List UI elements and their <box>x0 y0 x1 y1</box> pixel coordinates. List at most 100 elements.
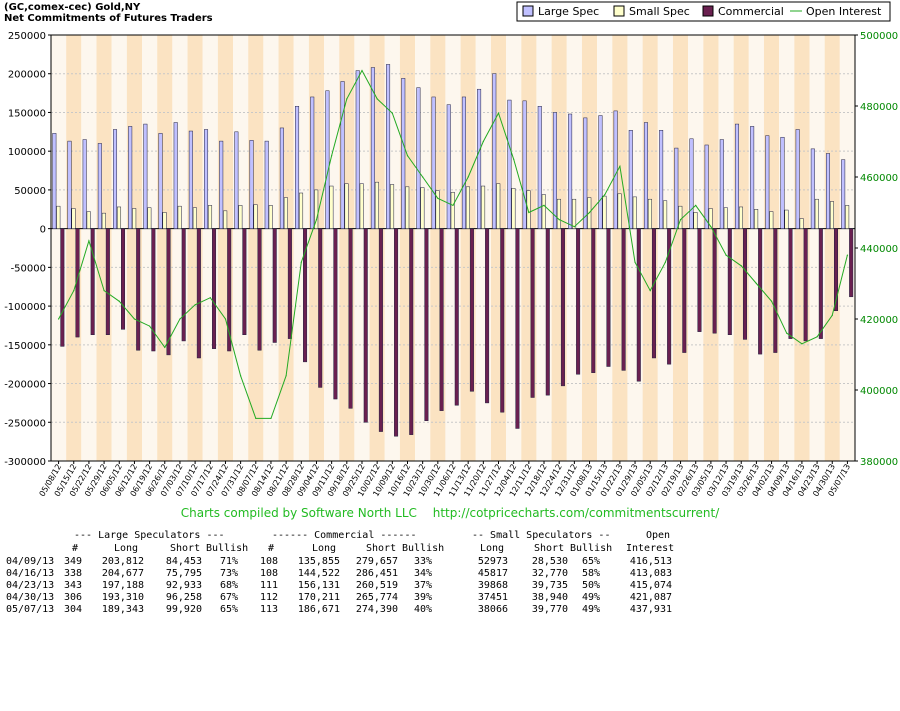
table-cell-l-bull: 73% <box>219 568 238 579</box>
bar-small-spec-3 <box>101 212 106 229</box>
bar-commercial-8 <box>181 228 186 342</box>
open-interest-point-48 <box>786 332 788 334</box>
table-cell-l-count: 349 <box>63 556 82 567</box>
table-cell-c-long: 156,131 <box>297 580 340 591</box>
col-comm-count: # <box>268 543 275 554</box>
table-cell-c-bull: 34% <box>413 568 432 579</box>
bar-large-spec-37 <box>613 110 618 229</box>
open-interest-line <box>57 69 849 419</box>
y2-tick-label-6: 380000 <box>860 457 898 468</box>
bar-small-spec-30 <box>511 188 516 229</box>
open-interest-point-35 <box>588 211 591 214</box>
bar-large-spec-6 <box>143 123 148 229</box>
legend-swatch-commercial <box>702 5 714 17</box>
bar-large-spec-28 <box>477 88 482 229</box>
bar-large-spec-42 <box>689 138 694 229</box>
bar-large-spec-11 <box>219 140 224 229</box>
bar-large-spec-21 <box>370 67 375 229</box>
bar-large-spec-30 <box>507 99 512 229</box>
bar-large-spec-47 <box>765 135 770 229</box>
bar-commercial-29 <box>500 228 505 413</box>
open-interest-point-18 <box>331 155 333 157</box>
table-cell-l-count: 343 <box>63 580 82 591</box>
credit-url[interactable]: http://cotpricecharts.com/commitmentscur… <box>432 506 720 520</box>
left-axis-ticks: 250000 200000 150000 100000 50000 0 -50000 -100… <box>4 31 51 468</box>
table-cell-l-count: 306 <box>63 592 82 603</box>
group-header-commercial: ------ Commercial ------ <box>272 530 417 541</box>
bar-small-spec-14 <box>268 205 273 229</box>
open-interest-point-37 <box>619 165 621 167</box>
bar-large-spec-51 <box>825 153 830 229</box>
background-bands <box>51 35 855 461</box>
table-cell-l-long: 204,677 <box>101 568 144 579</box>
table-cell-l-bull: 71% <box>219 556 238 567</box>
bar-small-spec-1 <box>71 208 76 229</box>
table-cell-c-count: 113 <box>259 604 278 615</box>
band-3 <box>96 35 112 461</box>
bar-small-spec-19 <box>344 183 349 229</box>
table-cell-s-short: 32,770 <box>531 568 568 579</box>
bar-large-spec-9 <box>188 130 193 229</box>
open-interest-point-6 <box>149 325 151 327</box>
bar-large-spec-43 <box>704 144 709 229</box>
bar-small-spec-16 <box>299 192 304 229</box>
table-cell-oi: 437,931 <box>629 604 672 615</box>
bar-small-spec-28 <box>481 185 486 229</box>
bar-commercial-17 <box>318 228 323 388</box>
open-interest-point-17 <box>315 219 318 221</box>
bar-large-spec-26 <box>446 104 451 229</box>
open-interest-point-0 <box>57 318 60 320</box>
table-cell-l-long: 203,812 <box>101 556 144 567</box>
bar-small-spec-10 <box>208 205 213 229</box>
bar-large-spec-34 <box>568 113 573 229</box>
table-cell-s-short: 38,940 <box>531 592 568 603</box>
bar-small-spec-52 <box>845 205 850 229</box>
open-interest-point-42 <box>695 204 697 206</box>
bar-commercial-18 <box>333 228 338 400</box>
open-interest-point-41 <box>679 219 682 221</box>
table-cell-l-bull: 65% <box>219 604 238 615</box>
table-cell-l-long: 197,188 <box>101 580 144 591</box>
open-interest-point-27 <box>467 176 469 178</box>
open-interest-point-28 <box>482 140 484 143</box>
bar-commercial-42 <box>697 228 702 332</box>
table-cell-date: 04/30/13 <box>6 592 55 603</box>
bar-large-spec-36 <box>598 115 603 229</box>
bar-large-spec-40 <box>659 130 664 229</box>
bar-small-spec-45 <box>738 206 743 229</box>
bar-small-spec-51 <box>829 201 834 229</box>
table-cell-l-count: 304 <box>63 604 82 615</box>
table-cell-oi: 416,513 <box>629 556 672 567</box>
table-cell-s-long: 38066 <box>477 604 508 615</box>
bars <box>52 64 854 437</box>
bar-large-spec-32 <box>537 106 542 229</box>
open-interest-point-38 <box>634 261 636 263</box>
col-large-bullish: Bullish <box>206 543 249 554</box>
table-cell-l-short: 96,258 <box>165 592 202 603</box>
bar-small-spec-42 <box>693 212 698 229</box>
open-interest-point-31 <box>528 211 530 214</box>
table-column-header-row: # Long Short Bullish # Long Short Bullis… <box>6 543 896 555</box>
bar-commercial-52 <box>849 228 854 298</box>
table-cell-c-count: 111 <box>259 580 278 591</box>
y-tick-label-6: -50000 <box>11 263 46 274</box>
open-interest-point-1 <box>73 290 75 292</box>
bar-commercial-41 <box>682 228 687 353</box>
bar-small-spec-5 <box>132 208 137 229</box>
table-cell-oi: 413,083 <box>629 568 672 579</box>
right-axis-ticks: 500000 480000 460000 440000 420000 400000 3800… <box>855 31 898 468</box>
open-interest-point-30 <box>513 158 515 160</box>
table-cell-c-long: 135,855 <box>297 556 340 567</box>
bar-large-spec-24 <box>416 87 421 229</box>
open-interest-point-16 <box>300 261 302 263</box>
open-interest-point-2 <box>88 240 90 242</box>
bar-small-spec-23 <box>405 186 410 229</box>
table-row: 05/07/13 304 189,343 99,920 65% 113 186,671 274… <box>6 604 896 616</box>
bar-commercial-49 <box>803 228 808 342</box>
col-comm-long: Long <box>312 543 337 554</box>
bar-small-spec-4 <box>117 206 122 229</box>
band-50 <box>809 35 825 461</box>
table-cell-l-long: 189,343 <box>101 604 144 615</box>
bar-small-spec-9 <box>192 207 197 229</box>
bar-commercial-7 <box>166 228 171 356</box>
